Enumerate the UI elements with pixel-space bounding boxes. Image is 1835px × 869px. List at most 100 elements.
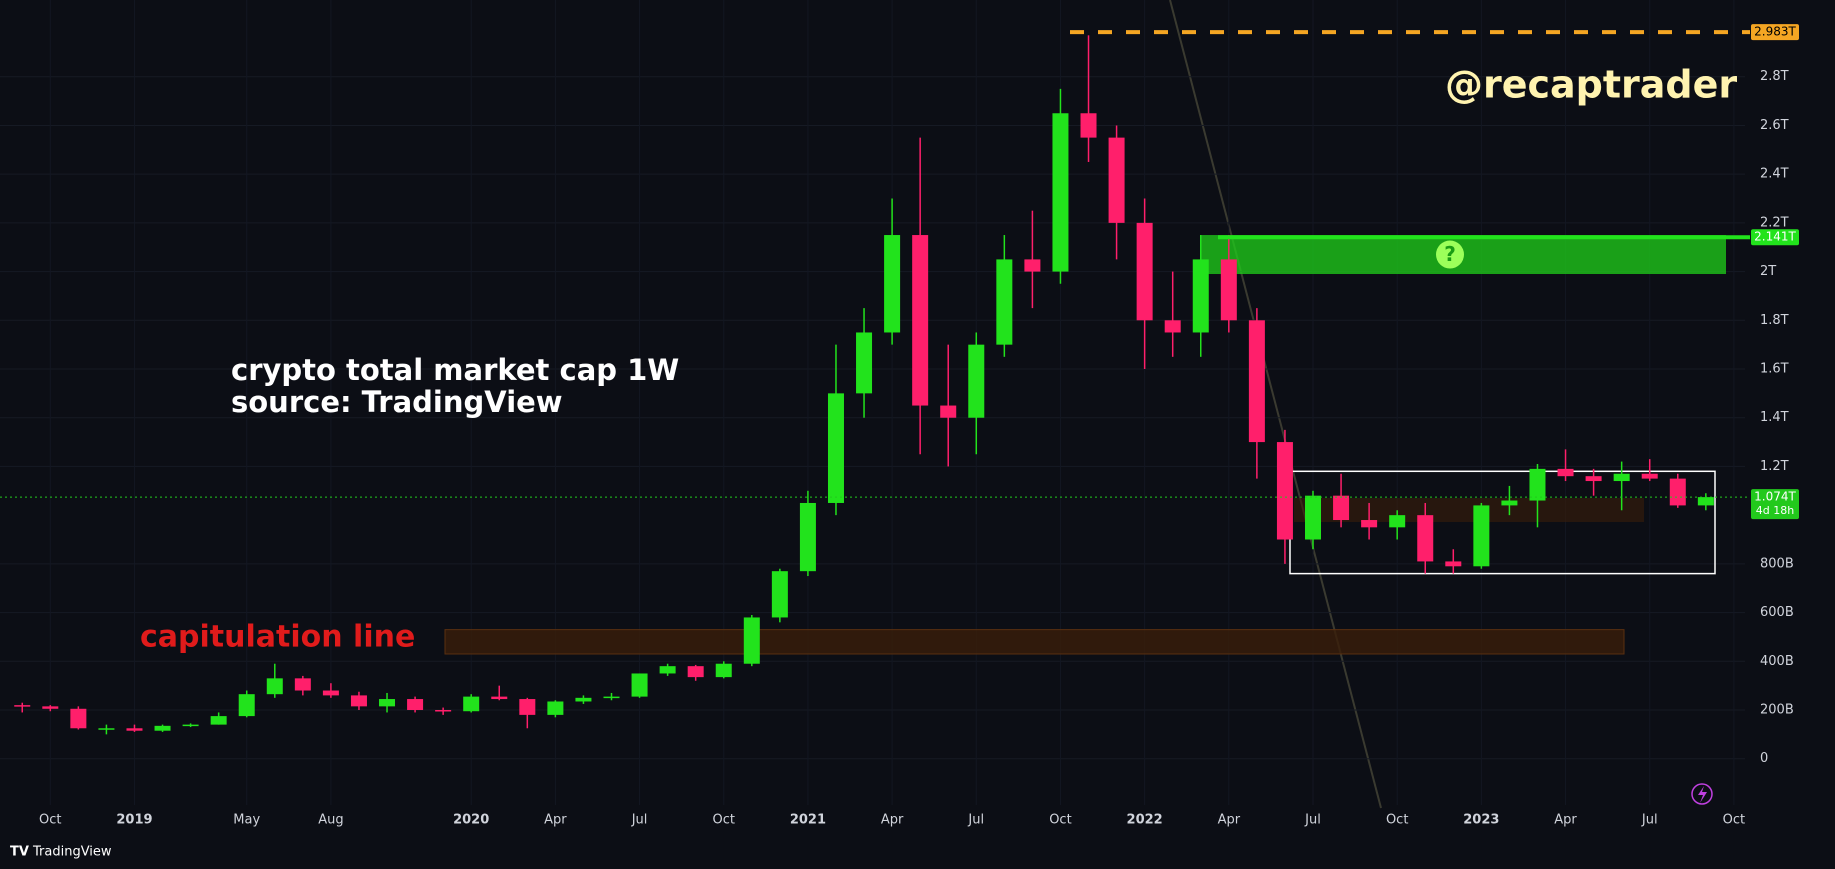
price-label-box bbox=[1751, 229, 1799, 246]
x-tick-label: Oct bbox=[39, 813, 61, 828]
y-tick-label: 800B bbox=[1760, 556, 1794, 571]
candle-body bbox=[799, 502, 816, 572]
inner-zone bbox=[1294, 498, 1644, 522]
candle-body bbox=[98, 728, 115, 730]
candle-body bbox=[1276, 442, 1293, 540]
candle-body bbox=[154, 725, 171, 731]
y-tick-label: 200B bbox=[1760, 703, 1794, 718]
x-tick-label: 2022 bbox=[1127, 813, 1163, 828]
x-tick-label: 2020 bbox=[453, 813, 489, 828]
price-label-box bbox=[1751, 24, 1799, 41]
candle-body bbox=[1220, 259, 1237, 321]
candle-body bbox=[1108, 137, 1125, 223]
candle-body bbox=[210, 716, 227, 725]
candle-body bbox=[968, 344, 985, 418]
candle-body bbox=[1473, 505, 1490, 567]
candle-body bbox=[1024, 259, 1041, 272]
x-tick-label: Jul bbox=[1304, 813, 1321, 828]
candle-body bbox=[1080, 113, 1097, 138]
candle-body bbox=[884, 235, 901, 333]
y-tick-label: 1.6T bbox=[1760, 362, 1789, 377]
candle-body bbox=[1697, 497, 1714, 506]
x-tick-label: Oct bbox=[1723, 813, 1745, 828]
x-tick-label: Apr bbox=[881, 813, 904, 828]
y-tick-label: 1.2T bbox=[1760, 459, 1789, 474]
candle-body bbox=[856, 332, 873, 394]
candle-body bbox=[182, 724, 199, 727]
x-tick-label: Jul bbox=[967, 813, 984, 828]
candle-body bbox=[1164, 320, 1181, 333]
candle-body bbox=[659, 666, 676, 674]
x-tick-label: 2021 bbox=[790, 813, 826, 828]
chart-subtitle: source: TradingView bbox=[231, 385, 563, 419]
x-tick-label: Apr bbox=[1218, 813, 1241, 828]
x-tick-label: Jul bbox=[1641, 813, 1658, 828]
countdown: 4d 18h bbox=[1756, 504, 1794, 517]
candle-body bbox=[1361, 520, 1378, 528]
zone-label: capitulation line bbox=[140, 620, 415, 655]
y-tick-label: 2.8T bbox=[1760, 69, 1789, 84]
y-tick-label: 600B bbox=[1760, 605, 1794, 620]
candle-body bbox=[1136, 222, 1153, 321]
candle-body bbox=[940, 405, 957, 418]
y-tick-label: 2.6T bbox=[1760, 118, 1789, 133]
candle-body bbox=[547, 701, 564, 715]
y-tick-label: 2.4T bbox=[1760, 167, 1789, 182]
candle-body bbox=[743, 617, 760, 664]
price-label: 2.983T bbox=[1754, 25, 1796, 39]
candle-body bbox=[519, 699, 536, 715]
candle-body bbox=[1529, 468, 1546, 501]
x-tick-label: 2019 bbox=[116, 813, 152, 828]
x-tick-label: Oct bbox=[712, 813, 734, 828]
candle-body bbox=[294, 678, 311, 691]
x-tick-label: Apr bbox=[544, 813, 567, 828]
candle-body bbox=[14, 705, 31, 707]
candle-body bbox=[322, 690, 339, 696]
candle-body bbox=[771, 571, 788, 618]
candle-body bbox=[70, 708, 87, 729]
x-tick-label: May bbox=[233, 813, 260, 828]
candle-body bbox=[996, 259, 1013, 345]
candle-body bbox=[1613, 473, 1630, 482]
candle-body bbox=[1501, 500, 1518, 506]
alert-bolt bbox=[1698, 786, 1707, 803]
y-tick-label: 2T bbox=[1760, 264, 1776, 279]
candle-body bbox=[491, 696, 508, 700]
candle-body bbox=[827, 393, 844, 503]
chart-title: crypto total market cap 1W bbox=[231, 353, 679, 387]
price-label: 2.141T bbox=[1754, 230, 1796, 244]
candle-body bbox=[1052, 113, 1069, 272]
candle-body bbox=[575, 697, 592, 702]
candle-body bbox=[1445, 561, 1462, 567]
candle-body bbox=[631, 673, 648, 697]
candle-body bbox=[463, 696, 480, 712]
candle-body bbox=[912, 235, 929, 406]
x-tick-label: Oct bbox=[1386, 813, 1408, 828]
trend-line bbox=[1169, 0, 1382, 809]
y-tick-label: 1.8T bbox=[1760, 313, 1789, 328]
candle-body bbox=[715, 663, 732, 678]
footer-bar bbox=[0, 837, 1835, 869]
zone-label: ? bbox=[1444, 242, 1456, 266]
x-tick-label: 2023 bbox=[1463, 813, 1499, 828]
x-tick-label: Aug bbox=[318, 813, 343, 828]
candle-body bbox=[1557, 468, 1574, 477]
x-tick-label: Jul bbox=[631, 813, 648, 828]
candle-body bbox=[435, 710, 452, 712]
question-badge bbox=[1436, 240, 1464, 269]
candle-body bbox=[1417, 515, 1434, 562]
candle-body bbox=[350, 695, 367, 707]
alert-icon[interactable] bbox=[1691, 783, 1713, 805]
candle-body bbox=[1333, 495, 1350, 521]
zone bbox=[444, 629, 1625, 655]
price-label: 1.074T bbox=[1754, 490, 1796, 504]
x-tick-label: Oct bbox=[1049, 813, 1071, 828]
candle-body bbox=[1192, 259, 1209, 333]
y-tick-label: 1.4T bbox=[1760, 410, 1789, 425]
candle-body bbox=[126, 728, 143, 731]
x-tick-label: Apr bbox=[1554, 813, 1577, 828]
candle-body bbox=[379, 699, 396, 707]
